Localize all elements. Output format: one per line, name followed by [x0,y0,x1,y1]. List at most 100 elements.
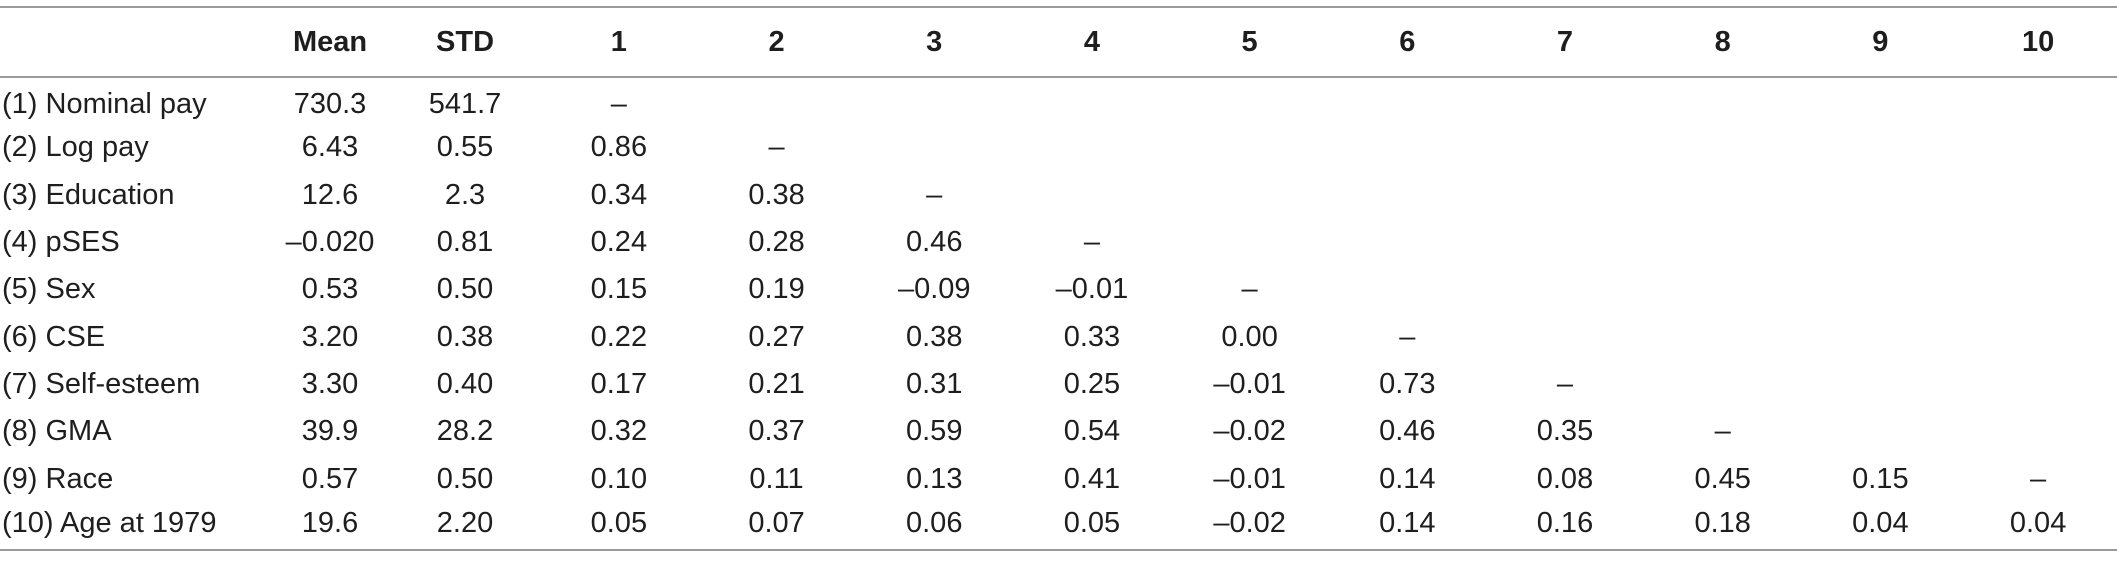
table-cell [1486,219,1644,266]
table-cell: 0.54 [1063,415,1121,448]
table-cell [1959,172,2117,219]
table-cell: 12.6 [301,178,359,211]
table-cell: 0.04 [1959,502,2117,551]
table-cell [1328,266,1486,313]
table-cell: 3.20 [301,320,359,353]
table-cell: 0.08 [1536,462,1594,495]
header-row: Mean STD 1 2 3 4 5 6 7 8 9 10 [0,6,2117,78]
table-cell [1486,266,1644,313]
header-cell: STD [390,6,541,78]
table-cell [1644,219,1802,266]
table-cell: 0.46 [1379,415,1436,448]
table-cell: 0.05 [1013,502,1171,551]
table-row: (3) Education 12.6 2.3 0.34 0.38 – [0,172,2117,219]
table-cell [1802,313,1960,360]
header-cell: 5 [1170,6,1329,78]
table-cell: 0.31 [906,367,963,400]
table-cell [1802,408,1960,455]
table-cell [1171,172,1329,219]
table-cell: 0.45 [1694,462,1751,495]
table-cell: 0.33 [1063,320,1121,353]
header-cell: 6 [1328,6,1487,78]
table-row: (7) Self-esteem 3.30 0.40 0.17 0.21 0.31 0.25 –… [0,361,2117,408]
table-cell: 6.43 [301,131,359,164]
table-cell: 0.04 [1801,502,1960,551]
table-cell: 730.3 [293,87,367,120]
table-cell: – [1714,415,1731,448]
table-cell [1802,266,1960,313]
table-cell: –0.02 [1170,502,1329,551]
table-cell [1959,361,2117,408]
table-row: (6) CSE 3.20 0.38 0.22 0.27 0.38 0.33 0.00 – [0,313,2117,360]
table-cell: 541.7 [428,87,502,120]
table-cell: 2.3 [444,178,486,211]
table-cell [1644,124,1802,171]
table-row: (9) Race 0.57 0.50 0.10 0.11 0.13 0.41 –0.01 0.1… [0,455,2117,502]
table-cell: 0.24 [590,226,648,259]
table-body: (1) Nominal pay 730.3 541.7 – (2) Log pay 6.4… [0,77,2117,551]
table-cell: – [2030,462,2047,495]
table-cell: – [926,178,943,211]
table-cell: 0.37 [748,415,805,448]
table-cell [1644,172,1802,219]
table-cell: 39.9 [301,415,359,448]
table-header: Mean STD 1 2 3 4 5 6 7 8 9 10 [0,6,2117,78]
table-cell: 0.81 [436,226,494,259]
table-cell [1802,77,1960,124]
table-cell: 0.38 [748,178,805,211]
table-row: (1) Nominal pay 730.3 541.7 – [0,77,2117,124]
table-cell: 0.53 [301,273,359,306]
table-row: (2) Log pay 6.43 0.55 0.86 – [0,124,2117,171]
table-cell: 0.19 [748,273,805,306]
table-cell [1013,124,1171,171]
table-cell [855,77,1013,124]
table-cell [1959,219,2117,266]
table-cell: 0.50 [436,462,494,495]
table-cell: 0.27 [748,320,805,353]
table-cell [1959,408,2117,455]
table-cell [698,77,856,124]
table-cell: 0.41 [1063,462,1121,495]
table-row: (5) Sex 0.53 0.50 0.15 0.19 –0.09 –0.01 – [0,266,2117,313]
table-cell: –0.01 [1213,367,1286,400]
table-cell [1959,124,2117,171]
table-cell: 0.07 [697,502,856,551]
table-cell: 0.55 [436,131,494,164]
table-cell: 0.06 [855,502,1014,551]
table-cell: 0.34 [590,178,648,211]
table-cell: – [1399,320,1416,353]
table-cell: 0.35 [1536,415,1594,448]
table-cell: 0.17 [590,367,648,400]
table-cell: 0.57 [301,462,359,495]
row-label: (10) Age at 1979 [0,502,271,551]
table-cell: 3.30 [301,367,359,400]
row-label: (5) Sex [2,273,96,306]
row-label: (8) GMA [2,415,112,448]
table-cell: – [768,131,785,164]
row-label: (2) Log pay [2,131,149,164]
table-cell [1328,219,1486,266]
table-cell: –0.020 [285,226,375,259]
table-cell [1486,313,1644,360]
table-cell: 2.20 [390,502,541,551]
table-cell: –0.01 [1213,462,1286,495]
table-cell [1486,124,1644,171]
table-cell [1486,77,1644,124]
table-cell: 0.15 [590,273,648,306]
correlation-table-container: Mean STD 1 2 3 4 5 6 7 8 9 10 (1) Nominal pay 730.3 5… [0,6,2117,551]
table-cell: 0.11 [749,462,804,495]
table-cell: 0.22 [590,320,648,353]
table-cell: 0.32 [590,415,648,448]
table-cell [1644,77,1802,124]
table-cell: 0.73 [1379,367,1436,400]
table-cell: 0.18 [1643,502,1802,551]
table-cell: –0.01 [1055,273,1129,306]
table-cell: – [610,87,627,120]
table-cell: 0.86 [590,131,648,164]
table-cell [1328,77,1486,124]
table-cell: 0.15 [1852,462,1909,495]
table-row: (4) pSES –0.020 0.81 0.24 0.28 0.46 – [0,219,2117,266]
table-cell [1959,266,2117,313]
table-cell: 0.14 [1379,462,1436,495]
table-cell: –0.09 [897,273,971,306]
